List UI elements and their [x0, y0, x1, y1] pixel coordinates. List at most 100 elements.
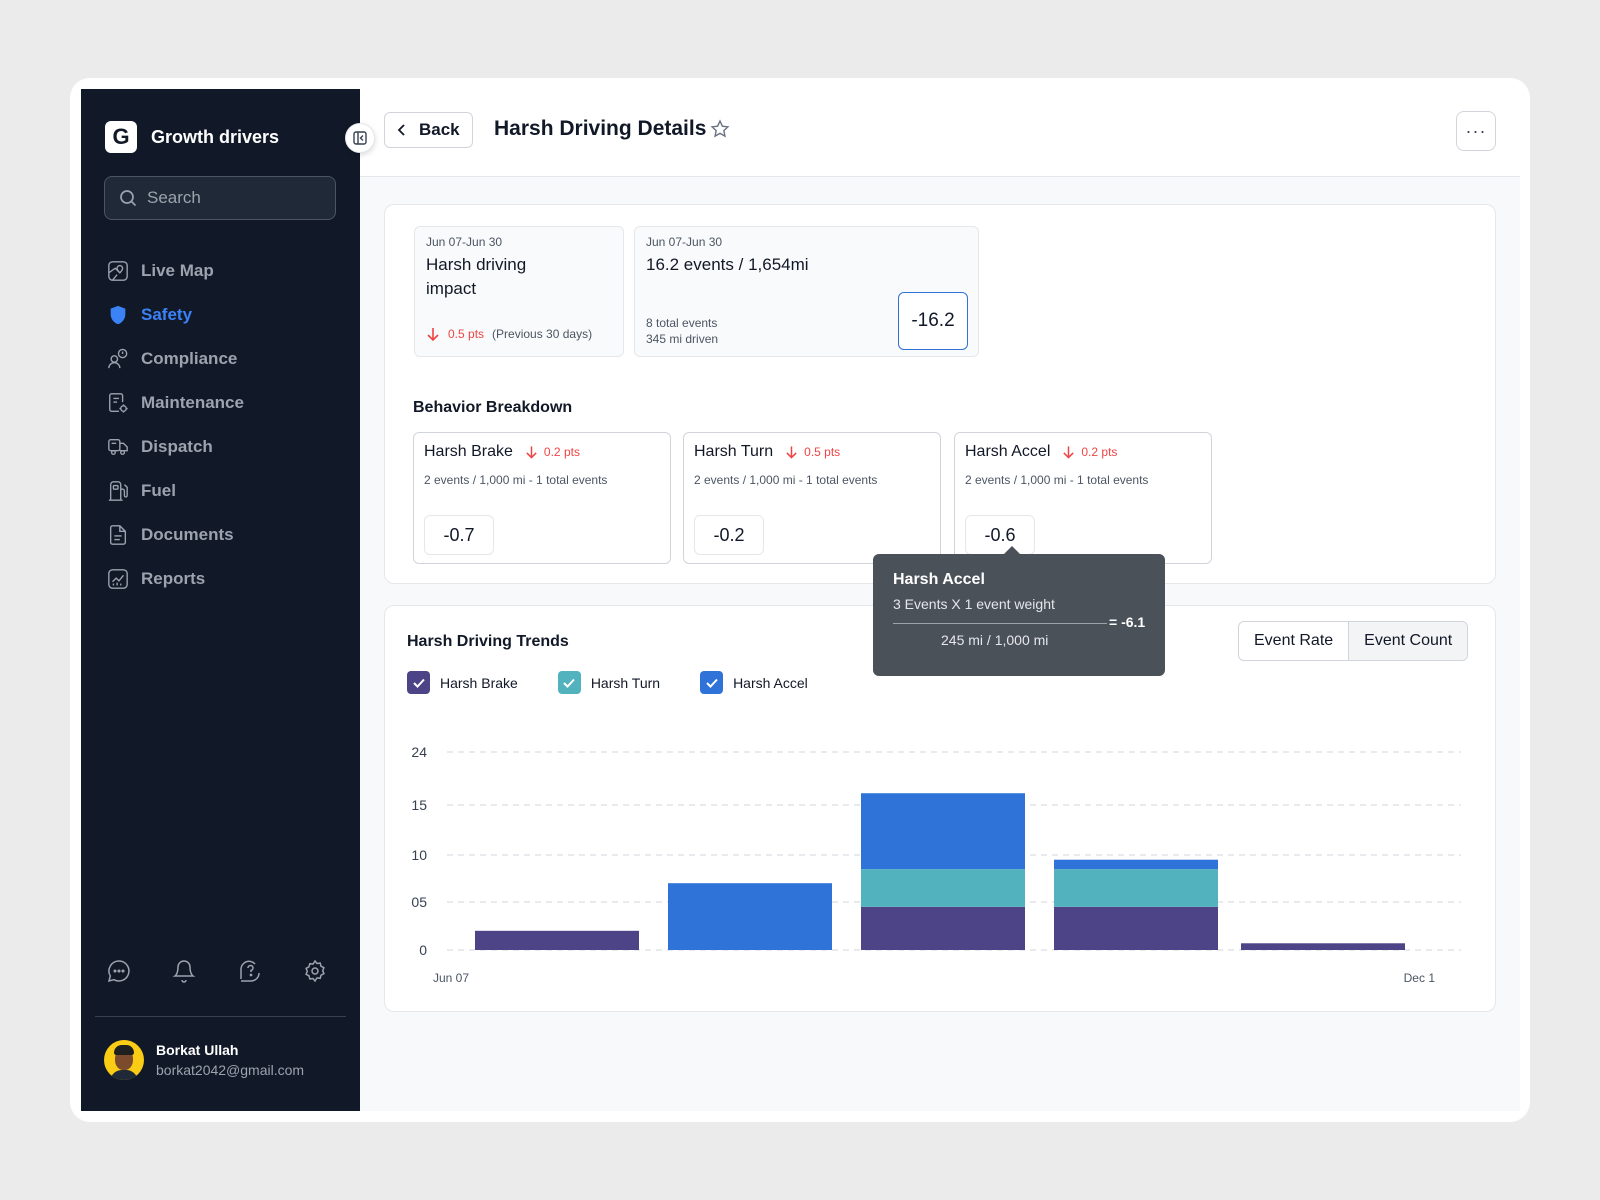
bar-harsh-turn [861, 869, 1025, 907]
impact-change-value: 0.5 pts [448, 327, 485, 341]
x-tick-label: Jun 07 [433, 971, 469, 985]
events-card: Jun 07-Jun 30 16.2 events / 1,654mi 8 to… [634, 226, 979, 357]
events-date: Jun 07-Jun 30 [646, 235, 723, 249]
arrow-down-icon [786, 446, 797, 459]
page-title: Harsh Driving Details [494, 117, 707, 140]
impact-change-note: (Previous 30 days) [492, 327, 593, 341]
breakdown-change: 0.2 pts [1062, 445, 1117, 459]
bar-harsh-turn [1054, 869, 1218, 907]
settings-icon[interactable] [303, 959, 327, 988]
back-button[interactable]: Back [384, 112, 473, 148]
sidebar-item-label: Reports [141, 569, 206, 588]
chart-legend: Harsh Brake Harsh Turn Harsh Accel [407, 671, 808, 694]
bar-harsh-brake [475, 930, 639, 950]
breakdown-value: -0.2 [694, 515, 764, 555]
breakdown-value: -0.7 [424, 515, 494, 555]
y-tick-label: 10 [411, 847, 427, 863]
checkbox-harsh-brake[interactable] [407, 671, 430, 694]
brand[interactable]: G Growth drivers [105, 121, 279, 153]
star-icon[interactable] [710, 119, 730, 139]
breakdown-name: Harsh Accel [965, 443, 1051, 460]
search-placeholder: Search [147, 188, 201, 207]
legend-label: Harsh Turn [590, 674, 661, 691]
sidebar-item-documents[interactable]: Documents [107, 513, 337, 557]
search-icon [120, 190, 137, 207]
more-options-button[interactable]: ··· [1456, 111, 1496, 151]
document-icon [109, 525, 127, 545]
y-tick-label: 05 [411, 894, 427, 910]
check-icon [705, 678, 718, 688]
impact-title: Harsh driving impact [426, 255, 527, 298]
event-count-tab[interactable]: Event Count [1348, 622, 1468, 660]
sidebar-item-label: Documents [141, 525, 234, 544]
help-icon[interactable] [238, 959, 262, 988]
breakdown-pts: 0.2 pts [1081, 445, 1118, 459]
legend-item-harsh-accel[interactable]: Harsh Accel [700, 671, 808, 694]
sidebar-item-maintenance[interactable]: Maintenance [107, 381, 337, 425]
sidebar-item-dispatch[interactable]: Dispatch [107, 425, 337, 469]
collapse-sidebar-button[interactable] [345, 123, 375, 153]
breakdown-change: 0.2 pts [525, 445, 580, 459]
bar-harsh-accel [668, 883, 832, 950]
chart-tooltip: Harsh Accel 3 Events X 1 event weight = … [873, 546, 1165, 676]
sidebar-item-live-map[interactable]: Live Map [107, 249, 337, 293]
legend-label: Harsh Accel [733, 674, 808, 691]
legend-item-harsh-brake[interactable]: Harsh Brake [407, 671, 518, 694]
bar-harsh-brake [861, 906, 1025, 950]
user-name: Borkat Ullah [156, 1042, 239, 1058]
breakdown-sub: 2 events / 1,000 mi - 1 total events [965, 473, 1149, 487]
bar-harsh-brake [1054, 906, 1218, 950]
tooltip-fraction-line [893, 623, 1107, 624]
back-label: Back [419, 120, 460, 139]
sidebar: G Growth drivers Search Live Map Safety … [81, 89, 375, 1111]
breakdown-card-harsh-turn[interactable]: Harsh Turn 0.5 pts 2 events / 1,000 mi -… [683, 432, 941, 564]
checkbox-harsh-turn[interactable] [557, 671, 581, 694]
tooltip-result: = -6.1 [1109, 614, 1146, 630]
bell-icon[interactable] [172, 959, 196, 988]
sidebar-footer-icons [107, 959, 327, 988]
trends-title: Harsh Driving Trends [407, 633, 569, 650]
check-icon [563, 678, 576, 688]
fuel-icon [108, 481, 128, 501]
reports-icon [108, 569, 128, 589]
user-email: borkat2042@gmail.com [156, 1062, 305, 1078]
checkbox-harsh-accel[interactable] [700, 671, 724, 694]
breakdown-sub: 2 events / 1,000 mi - 1 total events [424, 473, 608, 487]
sidebar-item-label: Fuel [141, 481, 176, 500]
check-icon [412, 678, 425, 688]
breakdown-title: Behavior Breakdown [413, 399, 573, 416]
legend-label: Harsh Brake [440, 674, 518, 691]
bar-harsh-accel [861, 793, 1025, 870]
breakdown-pts: 0.5 pts [804, 445, 841, 459]
user-profile[interactable]: Borkat Ullah borkat2042@gmail.com [104, 1040, 304, 1080]
arrow-down-icon [526, 446, 537, 459]
search-input[interactable]: Search [104, 176, 336, 220]
breakdown-card-harsh-accel[interactable]: Harsh Accel 0.2 pts 2 events / 1,000 mi … [954, 432, 1212, 564]
breakdown-pts: 0.2 pts [543, 445, 580, 459]
sidebar-item-reports[interactable]: Reports [107, 557, 337, 601]
sidebar-item-fuel[interactable]: Fuel [107, 469, 337, 513]
event-rate-tab[interactable]: Event Rate [1254, 632, 1334, 649]
map-icon [108, 261, 128, 281]
events-score[interactable]: -16.2 [898, 292, 968, 350]
legend-item-harsh-turn[interactable]: Harsh Turn [557, 671, 661, 694]
sidebar-item-label: Live Map [141, 261, 214, 280]
breakdown-card-harsh-brake[interactable]: Harsh Brake 0.2 pts 2 events / 1,000 mi … [413, 432, 671, 564]
bar-harsh-accel [1054, 859, 1218, 870]
sidebar-nav: Live Map Safety Compliance Maintenance D… [107, 249, 337, 601]
chat-icon[interactable] [107, 959, 131, 988]
arrow-down-icon [427, 328, 439, 341]
trends-chart: 0 05 10 15 24 Jun 07 Dec 1 [411, 744, 1461, 985]
x-tick-label: Dec 1 [1404, 971, 1436, 985]
breakdown-name: Harsh Brake [424, 443, 513, 460]
sidebar-item-compliance[interactable]: Compliance [107, 337, 337, 381]
sidebar-item-safety[interactable]: Safety [107, 293, 337, 337]
impact-date: Jun 07-Jun 30 [426, 235, 503, 249]
tooltip-title: Harsh Accel [893, 571, 985, 588]
sidebar-item-label: Safety [141, 305, 193, 324]
events-sub: 8 total events 345 mi driven [646, 315, 718, 347]
truck-icon [108, 438, 128, 456]
total-events: 8 total events [646, 316, 718, 330]
shield-icon [110, 305, 126, 325]
compliance-icon [108, 348, 128, 369]
